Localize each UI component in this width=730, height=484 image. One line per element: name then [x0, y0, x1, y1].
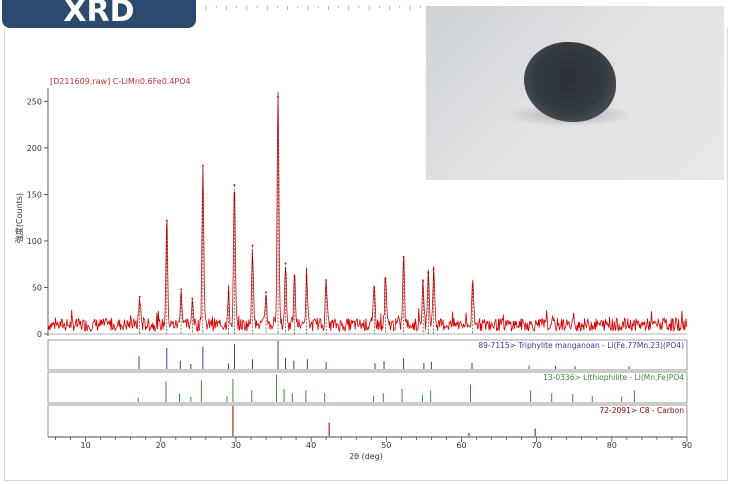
y-axis-label: 強度(Counts)	[14, 193, 24, 243]
y-tick-label: 250	[27, 97, 42, 106]
y-tick-label: 100	[27, 237, 42, 246]
main-plot-area: 0 50 100 150 200 250	[27, 88, 688, 339]
chart-frame	[4, 28, 728, 481]
chart-title: [D211609.raw] C-LiMn0.6Fe0.4PO4	[50, 77, 191, 86]
diffraction-line	[47, 91, 688, 333]
peak-point	[427, 271, 430, 274]
y-tick-label: 200	[27, 144, 42, 153]
peak-point	[325, 279, 328, 281]
xrd-badge: XRD	[2, 0, 196, 28]
peak-point	[293, 275, 296, 278]
top-tick-marks	[205, 6, 421, 10]
y-tick-label: 50	[32, 283, 42, 292]
peak-point	[277, 95, 279, 98]
peak-point	[165, 219, 168, 222]
powder-pile	[524, 42, 616, 122]
peak-point	[432, 267, 435, 270]
peak-point	[265, 291, 267, 294]
reference-panel	[47, 371, 688, 404]
reference-label: 72-2091> C8 - Carbon	[599, 406, 684, 415]
y-tick-label: 0	[37, 330, 42, 339]
x-tick-label: 80	[607, 441, 617, 450]
reference-panel	[47, 404, 688, 438]
peak-point	[284, 262, 287, 265]
peak-point	[201, 164, 204, 167]
peak-point	[227, 292, 230, 294]
x-tick-label: 40	[306, 441, 316, 450]
peak-point	[191, 297, 194, 300]
x-tick-label: 70	[532, 441, 542, 450]
x-axis-label: 2θ (deg)	[349, 452, 383, 461]
reference-panel	[47, 339, 688, 371]
x-tick-label: 10	[80, 441, 90, 450]
peak-point	[471, 284, 474, 287]
reference-label: 13-0336> Lithiophilite - Li(Mn,Fe)PO4	[543, 373, 684, 382]
peak-point	[402, 255, 405, 258]
peak-point	[233, 184, 236, 186]
peak-point	[180, 288, 182, 291]
y-tick-label: 150	[27, 190, 42, 199]
peak-point	[305, 275, 308, 278]
x-tick-label: 20	[156, 441, 166, 450]
peak-point	[373, 286, 376, 289]
x-tick-label: 50	[381, 441, 391, 450]
peak-point	[422, 280, 425, 282]
x-axis: 10 20 30 40 50 60 70 80 90	[48, 436, 692, 450]
x-tick-label: 60	[456, 441, 466, 450]
peak-point	[251, 244, 254, 247]
reference-label: 89-7115> Triphylite manganoan - Li(Fe.77…	[478, 341, 684, 350]
peak-point	[384, 277, 387, 280]
powder-sample-photo	[426, 6, 724, 180]
x-tick-label: 90	[682, 441, 692, 450]
x-tick-label: 30	[231, 441, 241, 450]
peak-point	[138, 295, 141, 298]
reference-panels: 89-7115> Triphylite manganoan - Li(Fe.77…	[47, 339, 688, 438]
